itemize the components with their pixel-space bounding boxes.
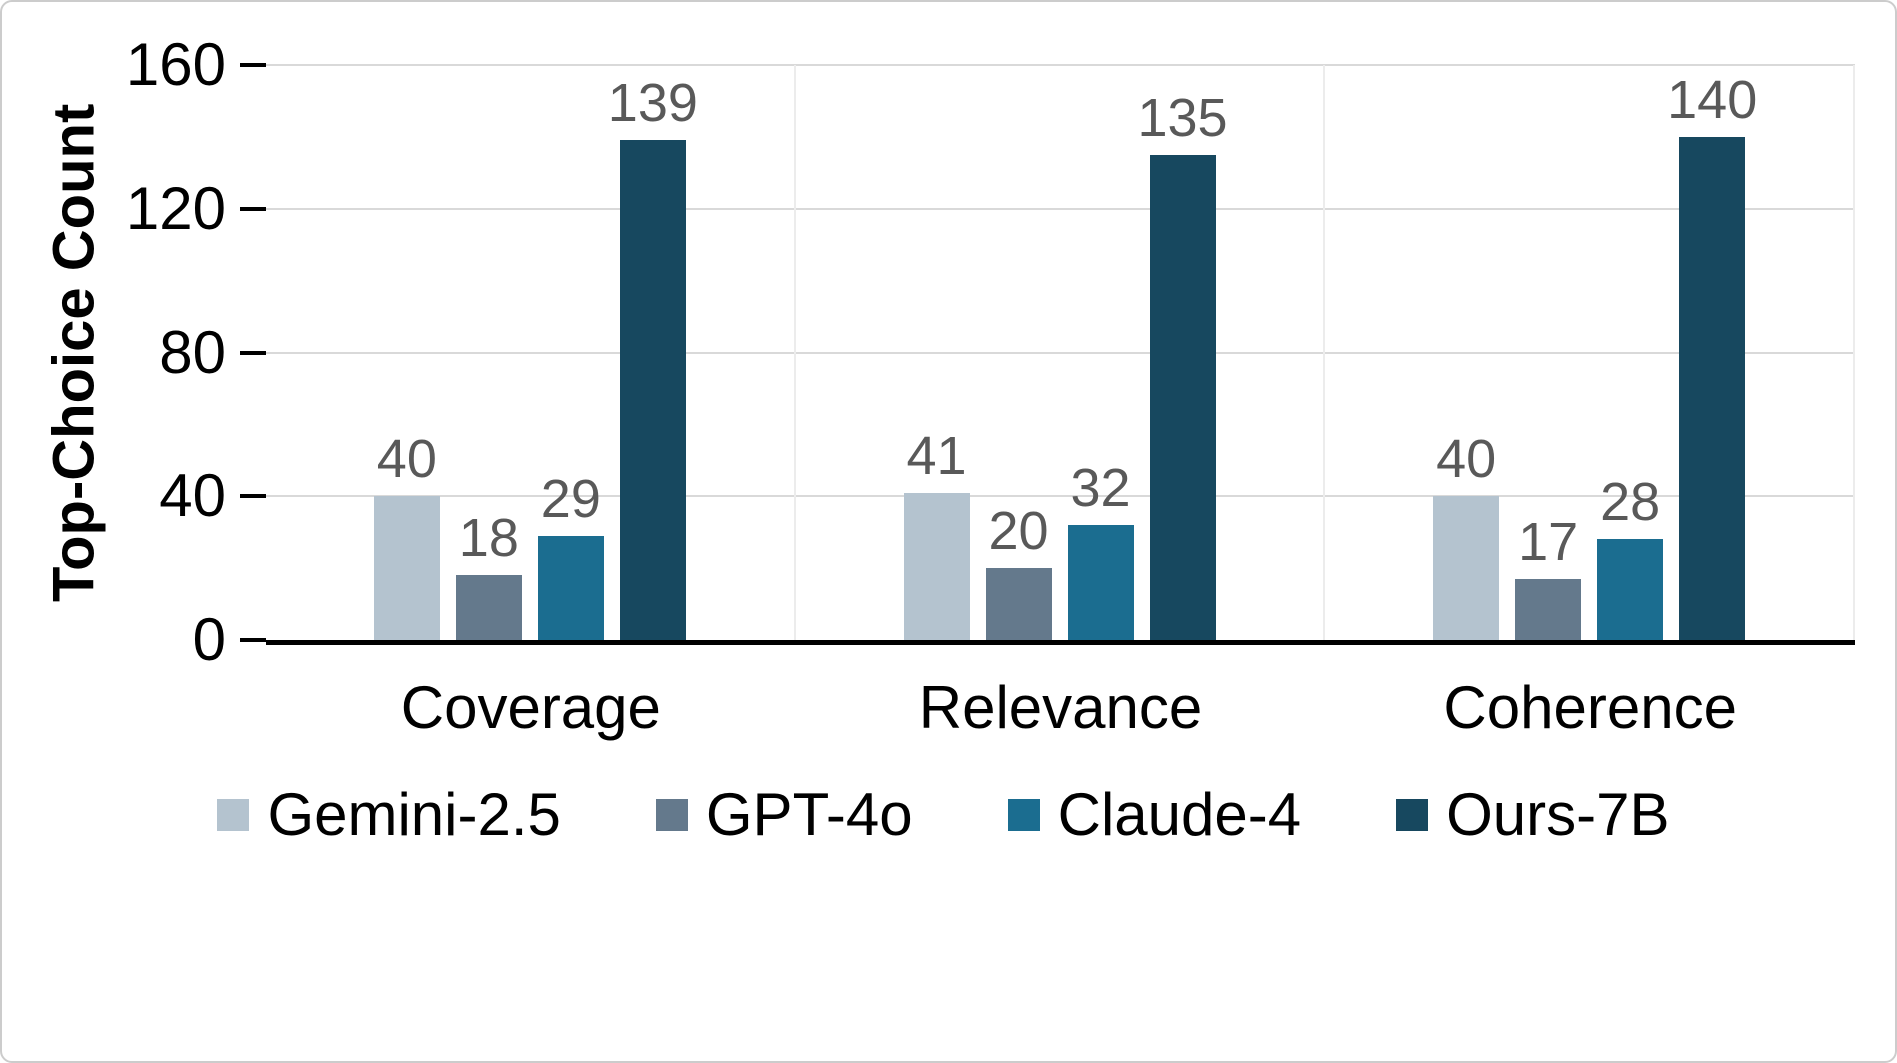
bar-value-label: 18 — [458, 508, 519, 569]
bar-gpt-4o-relevance: 20 — [985, 65, 1052, 640]
y-axis-title: Top-Choice Count — [41, 103, 107, 602]
y-tick-label: 40 — [159, 462, 226, 530]
bar-value-label: 32 — [1070, 458, 1131, 518]
bar — [985, 568, 1052, 640]
bar-value-label: 139 — [607, 73, 698, 134]
y-tick-label: 80 — [159, 318, 226, 386]
y-tick-mark — [240, 638, 266, 642]
y-tick-mark — [240, 494, 266, 499]
bar-claude-4-relevance: 32 — [1067, 65, 1134, 640]
legend-item-ours-7b: Ours-7B — [1396, 780, 1670, 849]
legend-item-gpt-4o: GPT-4o — [655, 780, 913, 849]
gridline — [266, 351, 1855, 354]
bar-value-label: 29 — [540, 468, 601, 529]
bar-claude-4-coherence: 28 — [1597, 65, 1664, 640]
bar-group-coherence: 40 17 28 140 — [1323, 65, 1853, 640]
bar-gemini-2.5-coverage: 40 — [373, 65, 440, 640]
bar — [1679, 136, 1746, 640]
bar-value-label: 40 — [376, 429, 437, 490]
chart-row: Top-Choice Count 0 40 80 120 160 40 18 29 139 41 2… — [32, 35, 1855, 742]
legend-swatch-icon — [1007, 798, 1040, 831]
bar-value-label: 17 — [1518, 511, 1579, 572]
bar-gemini-2.5-relevance: 41 — [903, 65, 970, 640]
gridline — [266, 207, 1855, 210]
bar — [1067, 525, 1134, 640]
bar-gemini-2.5-coherence: 40 — [1433, 65, 1500, 640]
bar-value-label: 40 — [1436, 429, 1497, 490]
bar-groups: 40 18 29 139 41 20 32 135 40 17 28 140 — [266, 65, 1855, 640]
y-tick-label: 160 — [125, 31, 226, 98]
plot-area: 0 40 80 120 160 40 18 29 139 41 20 32 135 40 17 28 140 — [126, 35, 1855, 670]
bar — [619, 140, 686, 640]
bar — [1515, 578, 1582, 640]
bar-gpt-4o-coverage: 18 — [455, 65, 522, 640]
bar-value-label: 28 — [1600, 472, 1661, 533]
bar-ours-7b-coverage: 139 — [608, 65, 698, 640]
bar — [373, 496, 440, 640]
y-tick-mark — [240, 63, 266, 67]
bar-value-label: 140 — [1667, 69, 1758, 130]
bar — [1433, 496, 1500, 640]
bar-value-label: 135 — [1137, 87, 1228, 148]
legend: Gemini-2.5 GPT-4o Claude-4 Ours-7B — [32, 780, 1855, 849]
bar-group-coverage: 40 18 29 139 — [266, 65, 794, 640]
gridline — [266, 64, 1855, 66]
legend-item-gemini-2.5: Gemini-2.5 — [217, 780, 561, 849]
legend-swatch-icon — [1396, 798, 1429, 831]
bar-value-label: 20 — [988, 501, 1049, 562]
y-tick-mark — [240, 206, 266, 211]
bar-claude-4-coverage: 29 — [537, 65, 604, 640]
bar-ours-7b-coherence: 140 — [1667, 65, 1757, 640]
y-tick-label: 120 — [125, 174, 226, 242]
plot-column: 0 40 80 120 160 40 18 29 139 41 20 32 135 40 17 28 140 C… — [126, 35, 1855, 742]
y-tick-mark — [240, 350, 266, 355]
legend-swatch-icon — [217, 798, 250, 831]
bar-group-relevance: 41 20 32 135 — [793, 65, 1324, 640]
bar — [537, 535, 604, 640]
y-tick-label: 0 — [192, 606, 226, 673]
legend-label: Ours-7B — [1446, 781, 1670, 848]
bar — [455, 575, 522, 640]
legend-swatch-icon — [655, 798, 688, 831]
bar — [1149, 154, 1216, 640]
x-axis-labels: Coverage Relevance Coherence — [266, 645, 1855, 742]
bar — [903, 492, 970, 640]
bar-value-label: 41 — [906, 425, 967, 486]
gridline — [266, 495, 1855, 498]
legend-label: Claude-4 — [1057, 781, 1302, 848]
legend-item-claude-4: Claude-4 — [1007, 780, 1302, 849]
bar — [1597, 539, 1664, 640]
x-axis-label-relevance: Relevance — [918, 674, 1203, 741]
legend-label: Gemini-2.5 — [267, 781, 561, 848]
x-axis-label-coherence: Coherence — [1443, 674, 1737, 741]
bar-gpt-4o-coherence: 17 — [1515, 65, 1582, 640]
x-axis-label-coverage: Coverage — [400, 674, 661, 741]
legend-label: GPT-4o — [705, 781, 913, 848]
bar-ours-7b-relevance: 135 — [1137, 65, 1228, 640]
